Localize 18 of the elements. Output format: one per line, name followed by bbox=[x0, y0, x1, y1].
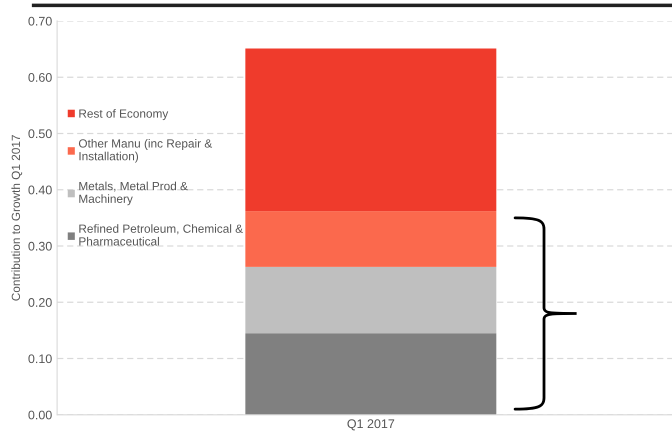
legend-label: Metals, Metal Prod & Machinery bbox=[79, 182, 188, 206]
x-tick-label: Q1 2017 bbox=[347, 419, 394, 430]
y-tick-label: 0.10 bbox=[28, 354, 52, 364]
legend-label: Other Manu (inc Repair & Installation) bbox=[78, 138, 212, 163]
y-tick-label: 0.40 bbox=[28, 186, 52, 194]
y-tick-label: 0.50 bbox=[28, 129, 52, 138]
legend-label: Rest of Economy bbox=[79, 109, 168, 120]
bar bbox=[245, 333, 496, 415]
y-tick-label: 0.30 bbox=[28, 242, 52, 251]
bar bbox=[245, 266, 496, 334]
y-axis-title: Contribution to Growth Q1 2017 bbox=[11, 135, 22, 301]
y-tick-label: 0.60 bbox=[28, 73, 52, 82]
bar bbox=[245, 211, 496, 267]
y-tick-label: 0.70 bbox=[28, 16, 52, 26]
y-tick-label: 0.00 bbox=[28, 410, 52, 420]
y-tick-label: 0.20 bbox=[28, 298, 52, 307]
bar bbox=[245, 48, 496, 212]
legend-label: Refined Petroleum, Chemical & Pharmaceutical bbox=[79, 224, 243, 246]
